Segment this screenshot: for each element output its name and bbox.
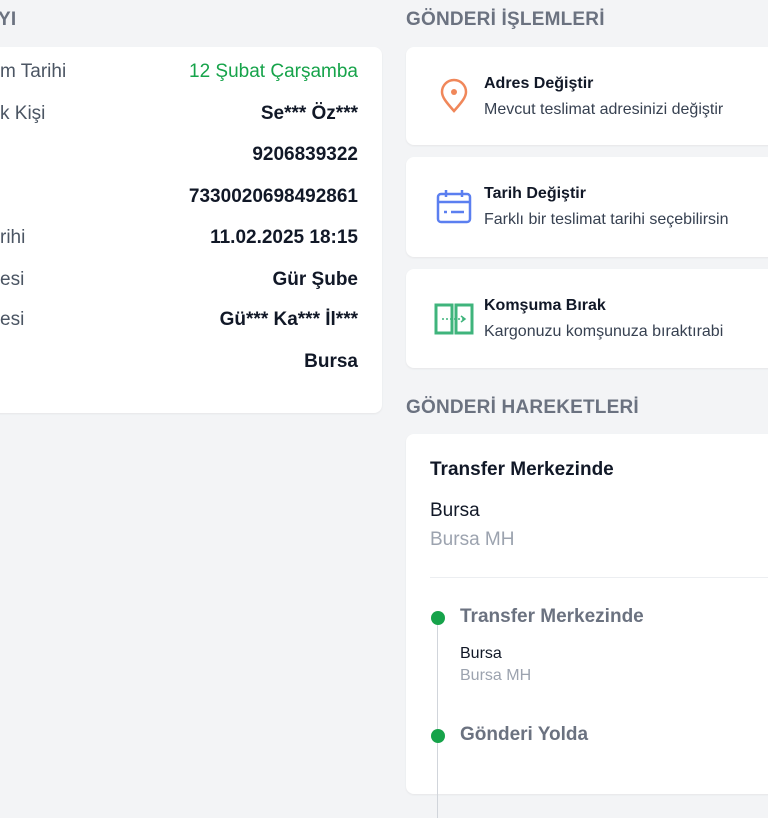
info-row: esi Gü*** Ka*** İl*** (0, 309, 358, 339)
info-value: Bursa (304, 351, 358, 372)
info-row: 7330020698492861 (0, 186, 358, 216)
action-title: Tarih Değiştir (484, 185, 586, 202)
info-value: Gür Şube (272, 269, 358, 290)
section-title-movements: GÖNDERİ HAREKETLERİ (406, 397, 639, 418)
movements-card: Transfer Merkezinde Bursa Bursa MH Trans… (406, 434, 768, 818)
info-value: 9206839322 (252, 144, 358, 165)
info-label: esi (0, 269, 25, 290)
info-value: Se*** Öz*** (260, 103, 358, 124)
timeline-branch: Bursa MH (460, 667, 532, 684)
info-row: Bursa (0, 351, 358, 381)
section-title-shipment-info: YI (0, 9, 17, 30)
timeline-city: Bursa (460, 645, 502, 662)
calendar-icon (436, 190, 472, 224)
info-label: rihi (0, 227, 26, 248)
current-city: Bursa (430, 500, 480, 521)
info-label: k Kişi (0, 103, 46, 124)
info-value: 11.02.2025 18:15 (210, 227, 358, 248)
change-address-button[interactable]: Adres Değiştir Mevcut teslimat adresiniz… (406, 47, 768, 145)
action-desc: Kargonuzu komşunuza bıraktırabi (484, 323, 724, 340)
section-title-actions: GÖNDERİ İŞLEMLERİ (406, 9, 605, 30)
info-value: Gü*** Ka*** İl*** (219, 309, 358, 330)
current-branch: Bursa MH (430, 529, 515, 550)
timeline-status: Transfer Merkezinde (460, 606, 644, 627)
change-date-button[interactable]: Tarih Değiştir Farklı bir teslimat tarih… (406, 157, 768, 257)
info-value: 12 Şubat Çarşamba (189, 61, 358, 82)
timeline-dot (431, 729, 445, 743)
neighbor-door-icon (434, 303, 474, 335)
timeline-dot (431, 611, 445, 625)
info-row: rihi 11.02.2025 18:15 (0, 227, 358, 257)
leave-with-neighbor-button[interactable]: Komşuma Bırak Kargonuzu komşunuza bırakt… (406, 269, 768, 368)
action-desc: Mevcut teslimat adresinizi değiştir (484, 101, 724, 118)
info-row: m Tarihi 12 Şubat Çarşamba (0, 61, 358, 91)
timeline-line (437, 618, 438, 818)
info-row: esi Gür Şube (0, 269, 358, 299)
timeline-status: Gönderi Yolda (460, 724, 589, 745)
action-desc: Farklı bir teslimat tarihi seçebilirsin (484, 211, 729, 228)
info-row: k Kişi Se*** Öz*** (0, 103, 358, 133)
shipment-info-card: m Tarihi 12 Şubat Çarşamba k Kişi Se*** Öz*… (0, 47, 382, 413)
info-label: esi (0, 309, 25, 330)
map-pin-icon (440, 78, 468, 113)
info-value: 7330020698492861 (188, 186, 358, 207)
action-title: Komşuma Bırak (484, 297, 606, 314)
info-label: m Tarihi (0, 61, 67, 82)
current-status: Transfer Merkezinde (430, 459, 614, 480)
info-row: 9206839322 (0, 144, 358, 174)
action-title: Adres Değiştir (484, 75, 594, 92)
divider (430, 577, 768, 578)
